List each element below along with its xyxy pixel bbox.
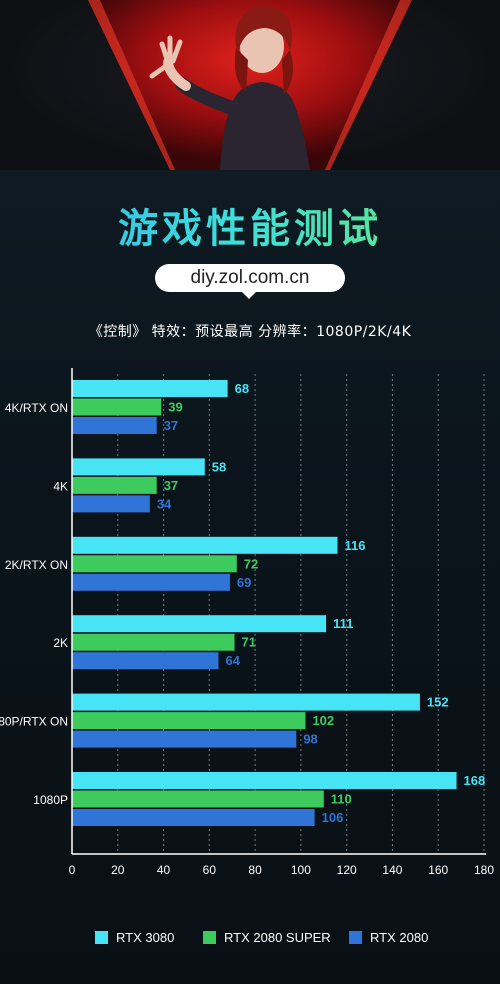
bar [72,712,306,730]
hero-art [88,0,412,170]
site-badge: diy.zol.com.cn [155,264,345,299]
bar-value-label: 69 [237,575,251,590]
bar-value-label: 102 [312,713,334,728]
bar [72,790,324,808]
x-tick-label: 40 [157,863,171,877]
bar-value-label: 37 [164,478,178,493]
hero-banner [0,0,500,170]
bar-value-label: 106 [322,810,344,825]
bar-value-label: 152 [427,695,449,710]
bar [72,536,338,554]
category-label: 2K [53,636,68,650]
bar [72,693,420,711]
legend-item-rtx2080super: RTX 2080 SUPER [203,928,331,948]
bar-value-label: 116 [345,538,366,553]
bar [72,476,157,494]
legend-swatch-rtx3080 [95,931,108,944]
bar-value-label: 39 [168,400,182,415]
bar-value-label: 98 [303,732,317,747]
bar-value-label: 111 [333,616,353,631]
category-label: 2K/RTX ON [5,558,68,572]
bar-chart: 68 39 37 4K/RTX ON 58 37 34 4K 116 72 69 2K/RTX ON 1… [0,368,494,877]
legend-swatch-rtx2080 [349,931,362,944]
bar-value-label: 68 [235,381,249,396]
bar [72,615,327,633]
bar [72,809,315,826]
bar [72,555,237,573]
bar-value-label: 168 [464,773,486,788]
legend-item-rtx3080: RTX 3080 [95,928,174,948]
bar-value-label: 64 [225,653,240,668]
bar [72,652,219,670]
legend-swatch-rtx2080super [203,931,216,944]
bar-value-label: 58 [212,459,226,474]
bar-value-label: 110 [331,792,352,807]
legend-item-rtx2080: RTX 2080 [349,928,428,948]
x-tick-label: 140 [382,863,402,877]
bar [72,398,162,416]
bar-value-label: 34 [157,496,172,511]
x-tick-label: 80 [248,863,262,877]
legend-label-rtx3080: RTX 3080 [116,930,175,945]
x-tick-label: 20 [111,863,125,877]
legend-label-rtx2080super: RTX 2080 SUPER [224,930,331,945]
category-label: 4K [53,479,68,493]
bar-value-label: 37 [164,418,178,433]
bar [72,573,230,591]
x-tick-label: 0 [69,863,76,877]
bar [72,458,205,476]
page-title: 游戏性能测试 [0,196,500,254]
category-label: 1080P [33,793,68,807]
bar [72,380,228,397]
x-tick-label: 180 [474,863,494,877]
x-tick-label: 60 [203,863,217,877]
bar [72,495,150,513]
x-tick-label: 100 [291,863,311,877]
category-label: 1080P/RTX ON [0,715,68,729]
x-tick-label: 160 [428,863,448,877]
legend-label-rtx2080: RTX 2080 [370,930,429,945]
bar-value-label: 71 [242,635,256,650]
x-tick-label: 120 [337,863,357,877]
bar [72,417,157,434]
bar [72,772,457,789]
bar [72,730,297,748]
bar-value-label: 72 [244,556,258,571]
chart-subtitle: 《控制》 特效：预设最高 分辨率：1080P/2K/4K [88,324,412,340]
chart-legend: RTX 3080 RTX 2080 SUPER RTX 2080 [0,928,500,948]
bar [72,633,235,651]
category-label: 4K/RTX ON [5,401,68,415]
